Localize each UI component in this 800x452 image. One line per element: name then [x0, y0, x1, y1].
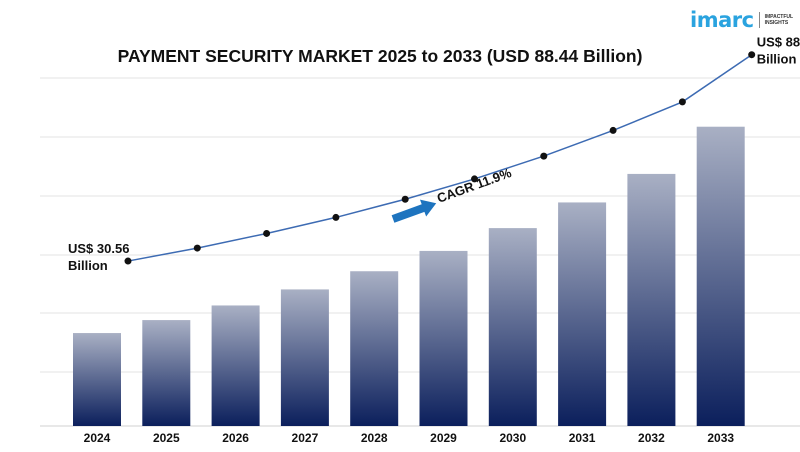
cagr-label: CAGR 11.9% [435, 165, 514, 206]
cagr-arrow [391, 199, 437, 223]
bar [350, 271, 399, 426]
trend-point [401, 195, 409, 203]
trend-point [124, 257, 132, 265]
trend-point [471, 175, 478, 183]
end-value-label: US$ 88.44 [757, 35, 800, 50]
bar [211, 305, 260, 426]
trend-point [748, 51, 756, 59]
x-tick-label: 2026 [222, 431, 249, 445]
bar [73, 333, 121, 426]
chart-title: PAYMENT SECURITY MARKET 2025 to 2033 (US… [117, 46, 643, 66]
x-tick-label: 2030 [499, 431, 526, 445]
x-tick-label: 2032 [638, 431, 665, 445]
trend-point [540, 152, 548, 160]
bar [142, 320, 191, 426]
bar [696, 126, 745, 427]
bar [627, 173, 676, 426]
end-unit-label: Billion [757, 52, 797, 67]
bar [488, 228, 537, 426]
cagr-arrow-shape [391, 199, 437, 223]
imarc-logo: imarc IMPACTFUL INSIGHTS [690, 8, 799, 32]
logo-tagline-line-1: IMPACTFUL [764, 14, 794, 20]
x-tick-label: 2024 [84, 431, 111, 445]
trend-polyline [127, 54, 753, 262]
x-tick-labels: 2024 2025 2026 2027 2028 2029 2030 2031 2032 2033 [84, 431, 735, 445]
start-unit-label: Billion [68, 258, 108, 273]
annotations: US$ 30.56 Billion US$ 88.44 Billion CAGR 11.… [68, 35, 800, 273]
x-tick-label: 2028 [361, 431, 388, 445]
bar [558, 202, 607, 426]
trend-point [609, 126, 617, 134]
x-tick-label: 2025 [153, 431, 180, 445]
logo-tagline-line-2: INSIGHTS [764, 20, 789, 26]
trend-point [263, 229, 271, 237]
trend-point [193, 244, 201, 252]
trend-point [678, 98, 686, 106]
trend-line [124, 51, 756, 265]
trend-point [332, 213, 340, 221]
bar [419, 250, 468, 426]
logo-divider [758, 12, 760, 28]
x-tick-label: 2031 [569, 431, 596, 445]
x-tick-label: 2029 [430, 431, 457, 445]
bars [73, 126, 745, 427]
start-value-label: US$ 30.56 [68, 241, 129, 256]
logo-wordmark: imarc [690, 8, 754, 32]
x-tick-label: 2033 [707, 431, 734, 445]
x-tick-label: 2027 [292, 431, 319, 445]
logo-tagline: IMPACTFUL INSIGHTS [765, 14, 799, 26]
bar [280, 289, 329, 426]
